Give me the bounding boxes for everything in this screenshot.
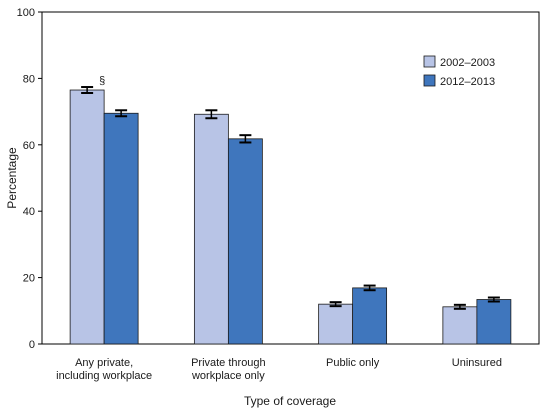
bar (69, 89, 105, 345)
bar (193, 113, 229, 345)
y-axis-title: Percentage (5, 147, 19, 209)
legend-label: 2012–2013 (440, 76, 495, 88)
legend: 2002–2003 2012–2013 (423, 55, 495, 88)
y-tick-label: 60 (23, 140, 35, 152)
y-tick-label: 0 (29, 339, 35, 351)
bar (227, 138, 263, 345)
x-category-label: Any private, (75, 357, 133, 369)
x-axis-title: Type of coverage (244, 394, 336, 408)
legend-label: 2002–2003 (440, 57, 495, 69)
bar (103, 112, 139, 345)
bar (352, 287, 388, 345)
plot-frame (41, 11, 540, 345)
y-tick-label: 20 (23, 273, 35, 285)
x-category-label: Uninsured (452, 357, 502, 369)
legend-swatch (423, 55, 436, 68)
x-category-label: workplace only (191, 370, 265, 382)
bar (476, 299, 512, 345)
x-axis-categories: Any private,including workplace Private t… (56, 357, 502, 382)
y-axis: 0 20 40 60 80 100 (17, 7, 42, 351)
x-category-label: Private through (191, 357, 266, 369)
bar (442, 306, 478, 345)
y-tick-label: 100 (17, 7, 35, 19)
y-tick-label: 40 (23, 206, 35, 218)
y-tick-label: 80 (23, 73, 35, 85)
bar (318, 303, 354, 345)
annotation-mark: § (99, 75, 105, 87)
bars (69, 89, 512, 345)
x-category-label: including workplace (56, 370, 152, 382)
legend-swatch (423, 74, 436, 87)
annotations: § (99, 75, 105, 87)
error-bars (81, 86, 500, 310)
x-category-label: Public only (326, 357, 380, 369)
